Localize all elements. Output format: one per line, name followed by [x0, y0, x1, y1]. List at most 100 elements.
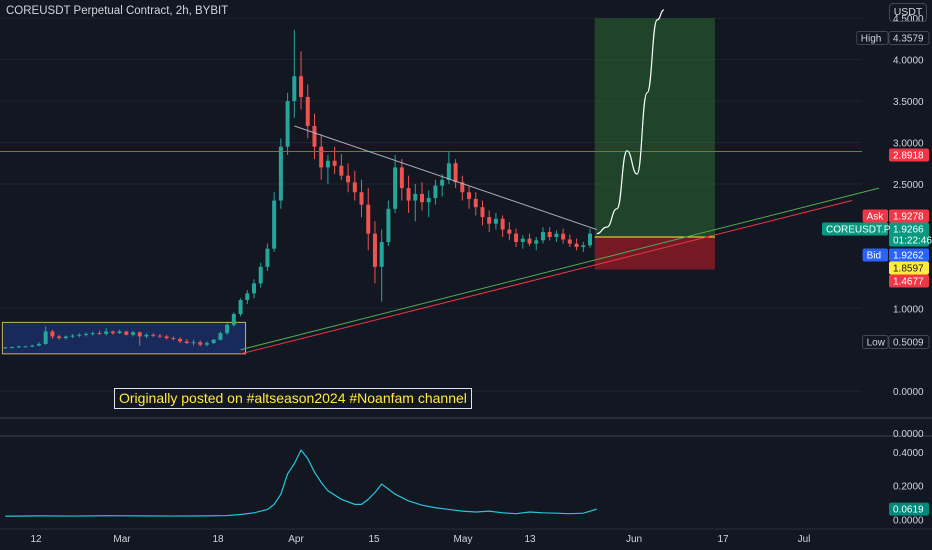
- symbol-title[interactable]: COREUSDT Perpetual Contract, 2h, BYBIT: [6, 5, 229, 17]
- projection-path: [596, 9, 665, 235]
- price-label-value: 2.8918: [889, 148, 929, 162]
- consolidation-range-box: [1, 321, 247, 355]
- price-label-tag-box: [862, 335, 889, 349]
- candle-body: [30, 345, 35, 347]
- candle-body: [467, 192, 472, 199]
- candle-body: [124, 331, 129, 335]
- candle-body: [63, 336, 68, 339]
- candle-body: [178, 338, 183, 342]
- indicator-value-box: [889, 502, 929, 516]
- candle-body: [567, 239, 572, 244]
- support-trendline-red: [240, 200, 853, 355]
- price-label-value: 1.9278: [893, 212, 924, 223]
- candlestick-series: [3, 29, 592, 349]
- candle-body: [171, 338, 176, 340]
- price-label-value: 4.3579: [893, 34, 924, 45]
- candle-body: [238, 299, 243, 315]
- price-label-value-box: [889, 209, 929, 223]
- candle-body: [588, 233, 592, 246]
- candle-body: [137, 332, 142, 337]
- candle-body: [507, 229, 512, 234]
- candle-body: [77, 334, 82, 336]
- price-label-value-box: [889, 261, 929, 275]
- time-tick-label: 15: [368, 534, 380, 545]
- price-label-low: 0.5009 Low: [862, 335, 930, 349]
- candle-body: [3, 347, 8, 349]
- candle-body: [218, 333, 223, 340]
- candle-body: [393, 167, 398, 209]
- candle-body: [191, 342, 196, 344]
- price-label-tag: Low: [867, 338, 886, 349]
- price-label-value-box: [889, 222, 929, 236]
- price-tick-label: 3.5000: [893, 97, 924, 108]
- price-label-value: 1.9262: [893, 251, 924, 262]
- price-label-tag-box: [862, 209, 888, 223]
- price-label-tag: COREUSDT.P: [826, 225, 891, 236]
- candle-body: [231, 314, 236, 325]
- candle-body: [23, 346, 28, 348]
- candle-body: [278, 146, 283, 201]
- price-label-tag: Ask: [867, 212, 885, 223]
- candle-body: [50, 331, 55, 337]
- candle-body: [352, 182, 357, 193]
- price-label-value: 0.5009: [893, 338, 924, 349]
- price-label-value: 01:22:46: [889, 233, 932, 247]
- candle-body: [372, 233, 377, 267]
- candle-body: [258, 266, 263, 284]
- time-tick-label: Apr: [288, 534, 304, 545]
- price-axis[interactable]: 4.5000 4.0000 3.5000 3.0000 2.5000 1.0000 0.00…: [822, 14, 932, 527]
- candle-body: [346, 175, 351, 183]
- price-label-value: 1.8597: [889, 261, 929, 275]
- price-label-tag: Bid: [867, 251, 881, 262]
- trend-lines[interactable]: [0, 9, 880, 355]
- candle-body: [460, 182, 465, 193]
- candle-body: [581, 245, 586, 247]
- candle-body: [36, 343, 41, 346]
- currency-button[interactable]: USDT: [889, 3, 927, 22]
- candle-body: [520, 238, 525, 242]
- candle-body: [554, 233, 559, 238]
- grid: [0, 17, 932, 530]
- candle-body: [225, 324, 230, 334]
- price-label-value-box: [888, 31, 930, 45]
- candle-body: [164, 336, 169, 339]
- time-axis[interactable]: 12 Mar 18 Apr 15 May 13 Jun 17 Jul: [30, 534, 810, 545]
- support-trendline-green: [240, 187, 880, 351]
- price-label-value-box: [889, 274, 929, 288]
- candle-body: [110, 331, 115, 334]
- candle-body: [480, 207, 485, 218]
- price-label-high: 4.3579 High: [856, 31, 930, 45]
- time-tick-label: 18: [212, 534, 224, 545]
- time-tick-label: 13: [524, 534, 536, 545]
- downtrend-line: [294, 125, 597, 231]
- price-label-value: 1.8597: [893, 264, 924, 275]
- candle-body: [117, 331, 122, 334]
- candle-body: [574, 243, 579, 247]
- candle-body: [399, 167, 404, 189]
- time-tick-label: May: [454, 534, 473, 545]
- candle-body: [16, 346, 21, 348]
- candle-body: [90, 333, 95, 335]
- price-label-value-box: [888, 335, 930, 349]
- price-label-tag-box: [862, 248, 888, 262]
- profit-target-zone: [594, 18, 715, 238]
- caption-box: Originally posted on #altseason2024 #Noa…: [114, 388, 472, 409]
- candle-body: [433, 185, 438, 199]
- candle-body: [10, 347, 15, 349]
- price-label-value: 01:22:46: [893, 236, 932, 247]
- indicator-top-label: 0.0000: [893, 429, 924, 440]
- volatility-line: [5, 449, 597, 517]
- indicator-tick-label: 0.0000: [893, 516, 924, 527]
- price-label-value-box: [889, 233, 929, 247]
- candle-body: [487, 217, 492, 224]
- price-label-value: 1.9266: [893, 225, 924, 236]
- candle-body: [420, 193, 424, 203]
- candle-body: [493, 218, 498, 224]
- candle-body: [104, 331, 109, 334]
- candle-body: [527, 238, 532, 244]
- candle-body: [406, 188, 411, 201]
- position-zones: [1, 18, 715, 355]
- price-label-value: 2.8918: [893, 151, 924, 162]
